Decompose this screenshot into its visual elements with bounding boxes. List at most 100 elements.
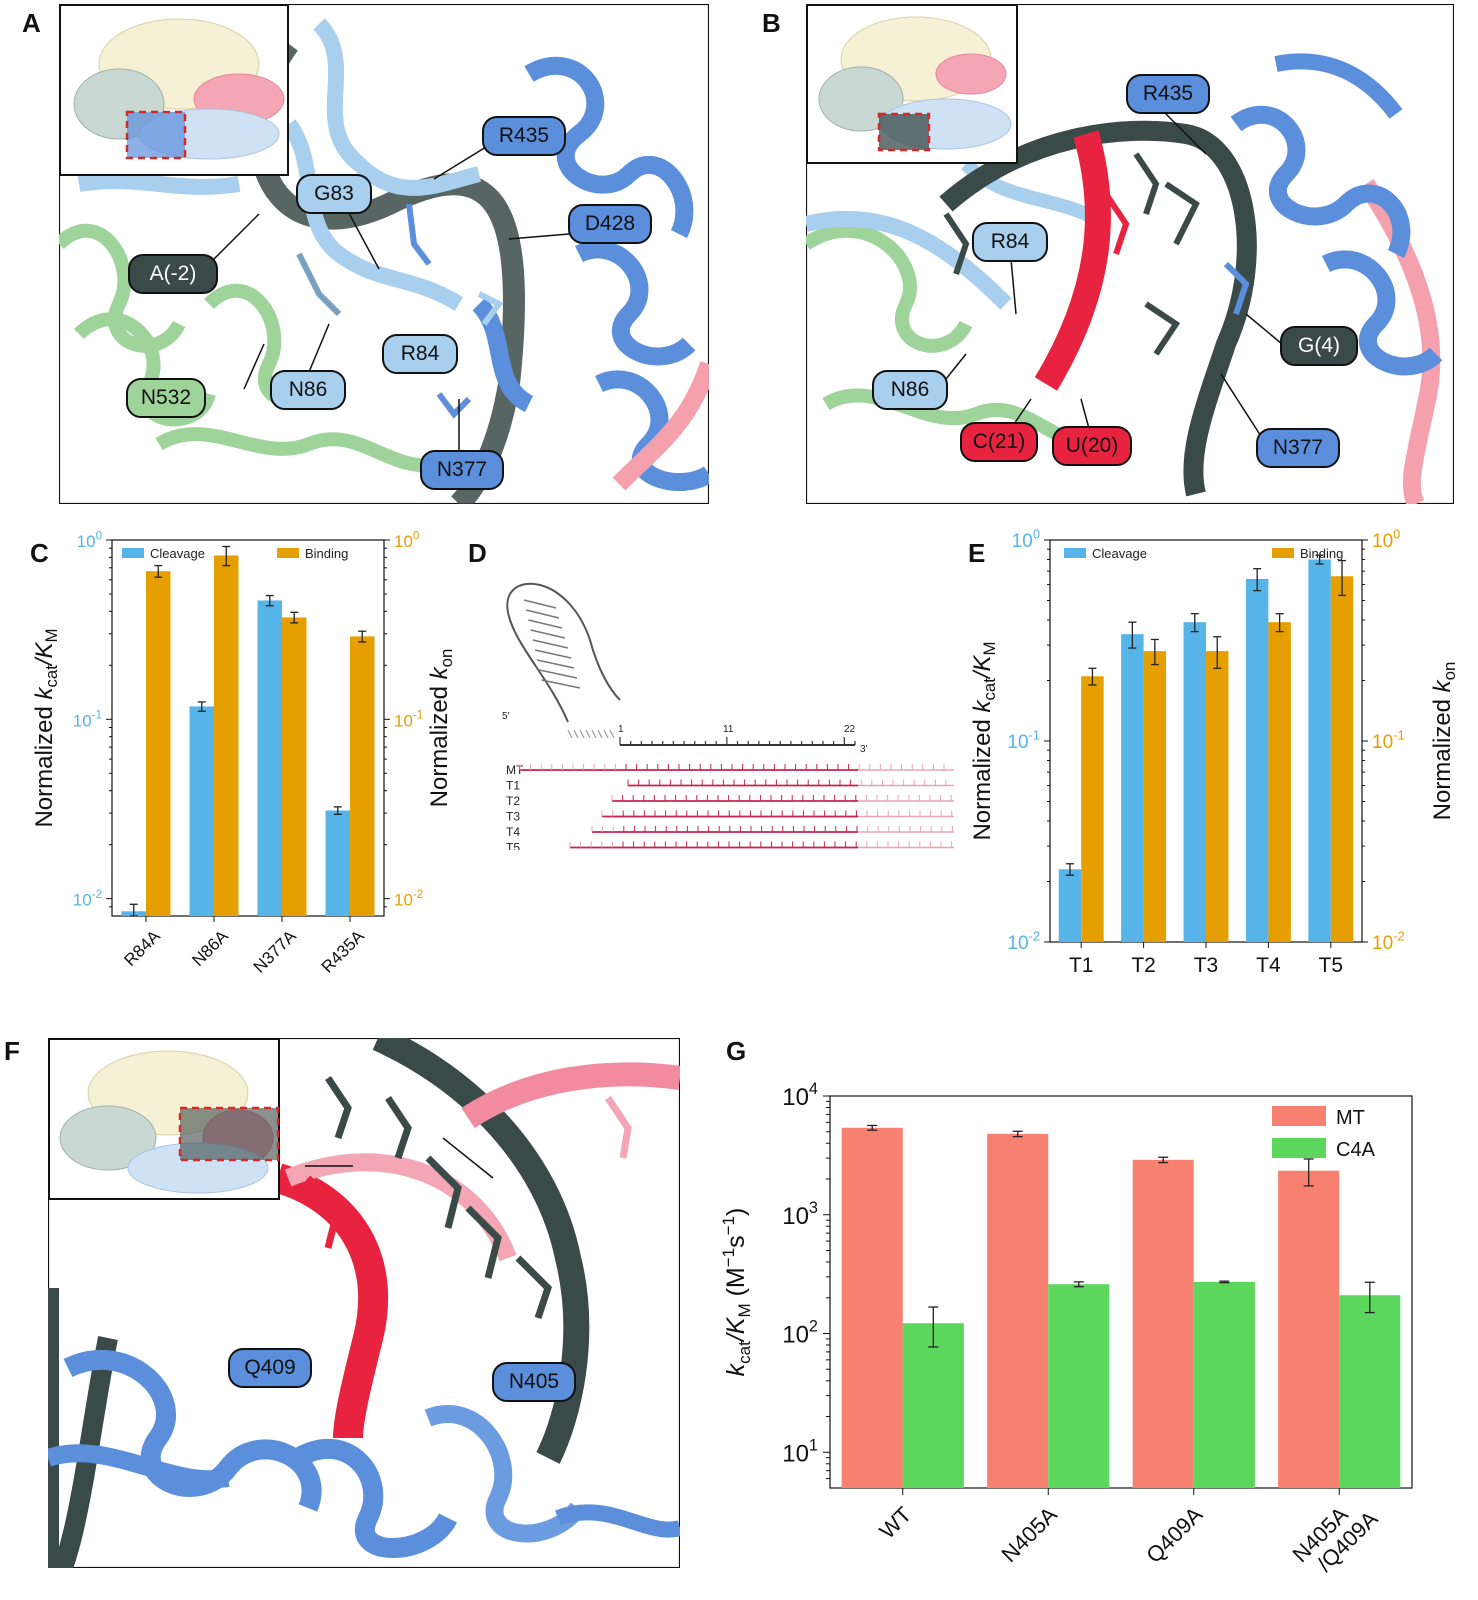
y-axis-label-left: Normalized kcat/KM xyxy=(31,628,61,827)
bar-binding-r435a xyxy=(350,636,375,916)
bar-cleavage-t1 xyxy=(1058,869,1082,942)
bar-binding-t5 xyxy=(1330,576,1354,942)
overhang-tick xyxy=(609,729,615,739)
y-axis-label-right: Normalized kon xyxy=(426,649,456,808)
bar-binding-r84a xyxy=(146,571,171,916)
right-tick-label: 10-2 xyxy=(1372,928,1405,954)
overhang-tick xyxy=(591,729,597,739)
label-f-q409: Q409 xyxy=(228,1348,312,1388)
left-tick-label: 100 xyxy=(77,530,102,551)
hairpin-rung xyxy=(534,649,572,659)
right-tick-label: 100 xyxy=(1372,526,1400,552)
overview-inset xyxy=(48,1038,280,1200)
label-a-n86: N86 xyxy=(270,370,346,410)
hairpin-rung xyxy=(537,659,575,669)
right-tick-label: 10-1 xyxy=(394,710,423,731)
position-11: 11 xyxy=(723,724,734,735)
label-a-a-minus2: A(-2) xyxy=(128,254,218,294)
left-tick-label: 10-2 xyxy=(73,889,102,910)
label-b-r435: R435 xyxy=(1126,74,1210,114)
panel-letter-g: G xyxy=(726,1036,747,1066)
panel-letter-a: A xyxy=(22,8,41,38)
hairpin xyxy=(506,582,621,723)
bar-cleavage-r435a xyxy=(325,810,350,916)
overview-inset xyxy=(806,4,1018,164)
structure-panel-b xyxy=(806,4,1454,504)
overhang-tick xyxy=(597,729,603,739)
panel-letter-c: C xyxy=(30,538,49,568)
bar-cleavage-t4 xyxy=(1245,578,1269,942)
panel-letter-d: D xyxy=(468,538,487,568)
legend-label-binding: Binding xyxy=(305,546,348,561)
x-tick-label: N86A xyxy=(188,926,232,970)
target-row-label-t4: T4 xyxy=(506,825,520,839)
target-row-label-mt: MT xyxy=(506,763,524,777)
hairpin-rung xyxy=(541,679,581,689)
x-tick-label: T5 xyxy=(1319,954,1344,977)
y-tick-label: 102 xyxy=(782,1318,818,1349)
legend-swatch-mt xyxy=(1272,1106,1326,1126)
chart-g: 101 102 103 104 WT N405A Q409A N405A/Q409A MT C4A… xyxy=(719,1080,1413,1584)
hairpin-rung xyxy=(528,619,563,629)
bar-cleavage-n86a xyxy=(189,706,214,916)
hairpin-rung xyxy=(532,639,569,649)
bar-mt-2 xyxy=(1132,1159,1194,1488)
legend-swatch-binding xyxy=(277,548,299,558)
legend-swatch-cleavage xyxy=(1064,548,1086,558)
light-blue-ribbons xyxy=(77,18,481,311)
hairpin-rung xyxy=(526,609,560,619)
left-tick-label: 10-1 xyxy=(73,710,102,731)
label-b-u20: U(20) xyxy=(1052,426,1132,466)
residue-sticks xyxy=(296,203,504,419)
legend-label-binding: Binding xyxy=(1300,546,1343,561)
bar-mt-1 xyxy=(987,1133,1049,1488)
target-row-label-t2: T2 xyxy=(506,794,520,808)
pink-ribbon xyxy=(612,361,709,491)
x-tick-label: N377A xyxy=(250,926,301,977)
bar-c4a-0 xyxy=(902,1323,964,1488)
x-tick-label: N405A/Q409A xyxy=(1288,1489,1383,1584)
bar-mt-3 xyxy=(1278,1170,1340,1488)
y-tick-label: 101 xyxy=(782,1436,818,1467)
overhang-tick xyxy=(579,729,585,739)
chart-c: 10-2 10-2 10-1 10-1 100 100 R84A N86A N377A R435A… xyxy=(31,530,456,977)
bar-mt-0 xyxy=(841,1127,903,1488)
label-b-n377: N377 xyxy=(1256,428,1340,468)
bar-binding-t2 xyxy=(1143,651,1167,942)
x-tick-label: N405A xyxy=(997,1502,1062,1567)
bar-binding-t1 xyxy=(1081,676,1104,942)
position-1: 1 xyxy=(618,724,624,735)
plot-frame xyxy=(829,1095,1413,1489)
bar-cleavage-t3 xyxy=(1183,622,1206,942)
y-axis-label-right: Normalized kon xyxy=(1429,662,1459,821)
y-tick-label: 103 xyxy=(782,1199,818,1230)
x-tick-label: T3 xyxy=(1194,954,1219,977)
right-tick-label: 100 xyxy=(394,530,419,551)
label-a-r84: R84 xyxy=(382,334,458,374)
right-tick-label: 10-2 xyxy=(394,889,423,910)
y-axis-label: kcat/KM (M−1s−1) xyxy=(719,1208,754,1377)
bar-cleavage-t5 xyxy=(1308,559,1331,942)
position-22: 22 xyxy=(844,724,856,735)
hairpin-rung xyxy=(523,599,557,609)
chart-e: 10-2 10-2 10-1 10-1 100 100 T1 T2 T3 T4 T5 Cleavage… xyxy=(969,526,1459,977)
panel-letter-b: B xyxy=(762,8,781,38)
bar-c4a-2 xyxy=(1193,1281,1255,1488)
structure-panel-f xyxy=(48,1038,680,1568)
x-tick-label: T2 xyxy=(1131,954,1156,977)
label-a-g83: G83 xyxy=(296,174,372,214)
y-axis-label-left: Normalized kcat/KM xyxy=(969,641,999,840)
target-row-label-t3: T3 xyxy=(506,810,520,824)
overview-inset xyxy=(59,4,289,176)
five-prime-label: 5' xyxy=(502,711,510,722)
label-b-g4: G(4) xyxy=(1280,326,1358,366)
label-a-n377: N377 xyxy=(420,450,504,490)
structure-panel-a xyxy=(59,4,709,504)
bar-c4a-1 xyxy=(1048,1284,1110,1488)
right-tick-label: 10-1 xyxy=(1372,727,1405,753)
x-tick-label: Q409A xyxy=(1141,1502,1207,1568)
label-a-n532: N532 xyxy=(126,378,206,418)
overhang-tick xyxy=(567,729,573,739)
target-row-label-t1: T1 xyxy=(506,779,520,793)
bar-binding-t4 xyxy=(1268,622,1291,942)
